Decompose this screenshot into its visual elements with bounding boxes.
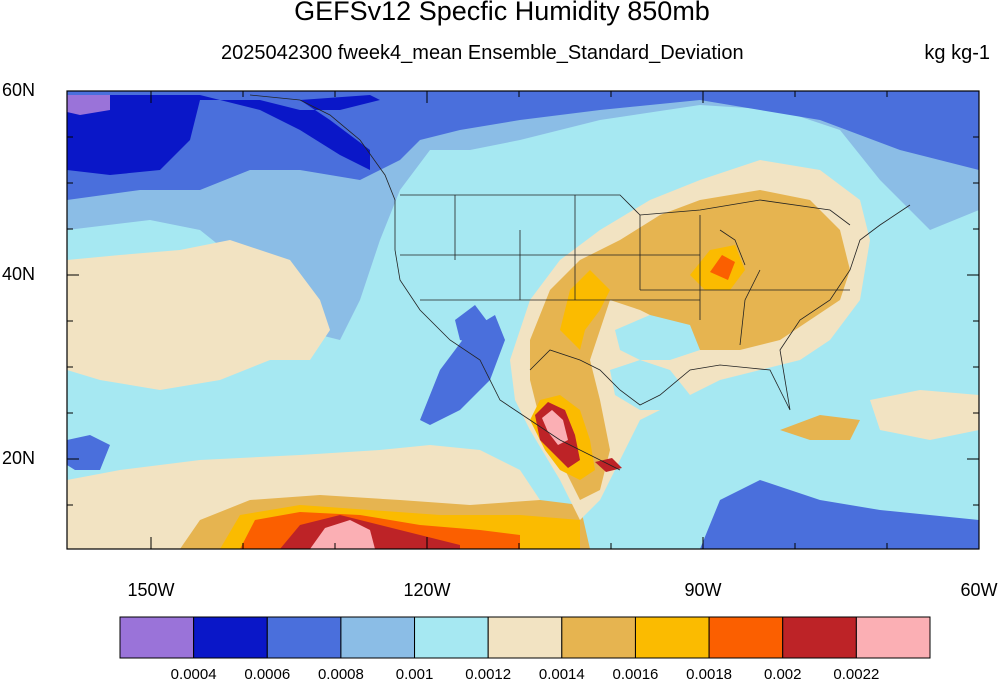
colorbar-swatch — [782, 616, 857, 659]
units-label: kg kg-1 — [924, 42, 990, 64]
colorbar-swatch — [487, 616, 563, 659]
colorbar-swatch — [855, 616, 931, 659]
map-title: GEFSv12 Specfic Humidity 850mb — [294, 0, 710, 26]
colorbar-tick-label: 0.0022 — [833, 666, 880, 683]
colorbar-tick-label: 0.0012 — [465, 666, 512, 683]
colorbar-swatch — [340, 616, 416, 659]
colorbar-tick-label: 0.0018 — [686, 666, 733, 683]
colorbar-tick-label: 0.002 — [763, 666, 802, 683]
map-subtitle: 2025042300 fweek4_mean Ensemble_Standard… — [221, 42, 744, 64]
colorbar — [119, 616, 931, 659]
colorbar-swatch — [119, 616, 195, 659]
lat-label-20n: 20N — [2, 448, 36, 468]
lon-label-150w: 150W — [127, 580, 175, 600]
lat-label-40n: 40N — [2, 264, 36, 284]
lat-label-60n: 60N — [2, 80, 36, 100]
axis-ticks — [67, 90, 980, 549]
colorbar-swatch — [708, 616, 784, 659]
colorbar-tick-label: 0.0016 — [612, 666, 659, 683]
contour-fill — [67, 91, 979, 549]
colorbar-swatch — [561, 616, 636, 659]
coastlines — [249, 94, 911, 471]
colorbar-tick-label: 0.0014 — [538, 666, 585, 683]
colorbar-tick-label: 0.0008 — [317, 666, 364, 683]
colorbar-swatch — [414, 616, 489, 659]
colorbar-swatch — [193, 616, 268, 659]
colorbar-swatch — [634, 616, 710, 659]
lon-label-60w: 60W — [960, 580, 998, 600]
lon-label-120w: 120W — [403, 580, 451, 600]
colorbar-swatch — [266, 616, 342, 659]
map-frame — [66, 90, 980, 550]
colorbar-tick-label: 0.0006 — [244, 666, 291, 683]
colorbar-tick-label: 0.001 — [395, 666, 434, 683]
lon-label-90w: 90W — [684, 580, 722, 600]
colorbar-tick-label: 0.0004 — [170, 666, 217, 683]
